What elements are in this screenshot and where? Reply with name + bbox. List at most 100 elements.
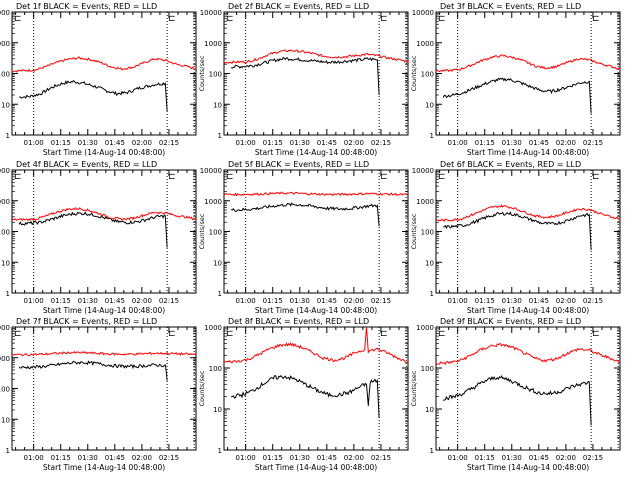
- events-series-line: [230, 374, 380, 419]
- x-tick-label: 01:00: [24, 297, 44, 305]
- x-tick-label: 01:30: [78, 297, 98, 305]
- flag-marker: ⊏: [168, 172, 176, 182]
- y-tick-label: 10000: [200, 167, 222, 175]
- flag-marker: ⊏: [380, 329, 388, 339]
- y-tick-label: 100: [421, 71, 434, 79]
- flag-marker: ⊏: [14, 329, 22, 339]
- panel-title: Det 1f BLACK = Events, RED = LLD: [16, 2, 157, 11]
- x-tick-label: 01:15: [263, 139, 283, 147]
- y-tick-label: 10: [213, 406, 222, 414]
- x-tick-label: 02:00: [344, 297, 364, 305]
- y-tick-label: 1000: [0, 198, 10, 206]
- x-axis-label: Start Time (14-Aug-14 00:48:00): [467, 463, 589, 472]
- x-tick-label: 01:45: [529, 454, 549, 462]
- y-tick-label: 10000: [412, 9, 434, 17]
- x-tick-label: 01:30: [78, 139, 98, 147]
- x-tick-label: 01:15: [51, 454, 71, 462]
- x-tick-label: 01:30: [78, 454, 98, 462]
- x-axis-label: Start Time (14-Aug-14 00:48:00): [43, 148, 165, 157]
- panel-title: Det 4f BLACK = Events, RED = LLD: [16, 160, 157, 169]
- x-tick-label: 01:15: [51, 297, 71, 305]
- lld-series-line: [435, 54, 621, 73]
- x-tick-label: 01:00: [24, 454, 44, 462]
- events-series-line: [230, 56, 380, 96]
- flag-marker: ⊏: [168, 329, 176, 339]
- x-tick-label: 01:00: [236, 454, 256, 462]
- flag-marker: ⊏: [168, 14, 176, 24]
- x-tick-label: 02:15: [159, 297, 179, 305]
- x-tick-label: 01:45: [105, 139, 125, 147]
- x-tick-label: 01:45: [529, 139, 549, 147]
- x-tick-label: 02:00: [132, 297, 152, 305]
- y-tick-label: 10: [1, 416, 10, 424]
- panel-title: Det 6f BLACK = Events, RED = LLD: [440, 160, 581, 169]
- y-tick-label: 10000: [0, 9, 10, 17]
- x-tick-label: 01:30: [502, 454, 522, 462]
- events-series-line: [19, 80, 168, 112]
- x-axis-label: Start Time (14-Aug-14 00:48:00): [255, 306, 377, 315]
- x-tick-label: 02:00: [556, 454, 576, 462]
- x-tick-label: 01:15: [475, 454, 495, 462]
- x-tick-label: 02:00: [132, 454, 152, 462]
- plot-frame: [223, 326, 409, 451]
- x-tick-label: 02:15: [583, 454, 603, 462]
- y-tick-label: 100: [421, 229, 434, 237]
- x-tick-label: 02:00: [344, 454, 364, 462]
- x-tick-label: 02:15: [159, 139, 179, 147]
- flag-marker: ⊏: [226, 329, 234, 339]
- y-axis-label: Counts/sec: [410, 370, 418, 406]
- y-tick-label: 10000: [412, 167, 434, 175]
- detector-panel-6: Det 6f BLACK = Events, RED = LLD 1 10 100 10…: [410, 160, 621, 315]
- y-tick-label: 10: [213, 101, 222, 109]
- y-tick-label: 1: [430, 132, 434, 140]
- events-series-line: [18, 211, 168, 248]
- x-tick-label: 01:15: [263, 454, 283, 462]
- x-axis-label: Start Time (14-Aug-14 00:48:00): [43, 463, 165, 472]
- flag-marker: ⊏: [14, 172, 22, 182]
- lld-series-line: [11, 56, 197, 73]
- y-tick-label: 100: [209, 71, 222, 79]
- x-axis-label: Start Time (14-Aug-14 00:48:00): [255, 463, 377, 472]
- y-tick-label: 1: [218, 447, 222, 455]
- y-axis-label: Counts/sec: [198, 55, 206, 91]
- y-tick-label: 1000: [204, 198, 222, 206]
- x-axis-label: Start Time (14-Aug-14 00:48:00): [43, 306, 165, 315]
- y-axis-label: Counts/sec: [410, 213, 418, 249]
- y-tick-label: 100: [0, 71, 10, 79]
- x-tick-label: 01:00: [448, 454, 468, 462]
- events-series-line: [18, 360, 168, 381]
- y-tick-label: 1: [6, 132, 10, 140]
- x-tick-label: 01:15: [263, 297, 283, 305]
- detector-panel-9: Det 9f BLACK = Events, RED = LLD 1 10 100 10…: [410, 317, 621, 472]
- x-tick-label: 01:00: [24, 139, 44, 147]
- lld-series-line: [223, 191, 409, 197]
- flag-marker: ⊏: [14, 14, 22, 24]
- flag-marker: ⊏: [380, 14, 388, 24]
- panel-title: Det 7f BLACK = Events, RED = LLD: [16, 317, 157, 326]
- x-tick-label: 01:45: [317, 139, 337, 147]
- lld-series-line: [12, 350, 197, 357]
- flag-marker: ⊏: [380, 172, 388, 182]
- x-tick-label: 01:00: [236, 297, 256, 305]
- panel-title: Det 5f BLACK = Events, RED = LLD: [228, 160, 369, 169]
- x-tick-label: 02:15: [583, 139, 603, 147]
- x-tick-label: 02:15: [583, 297, 603, 305]
- flag-marker: ⊏: [226, 14, 234, 24]
- lld-series-line: [435, 343, 621, 366]
- x-tick-label: 01:30: [290, 454, 310, 462]
- y-tick-label: 100: [0, 386, 10, 394]
- y-tick-label: 100: [421, 365, 434, 373]
- panel-title: Det 9f BLACK = Events, RED = LLD: [440, 317, 581, 326]
- plot-frame: [435, 169, 621, 294]
- x-axis-label: Start Time (14-Aug-14 00:48:00): [255, 148, 377, 157]
- panel-title: Det 2f BLACK = Events, RED = LLD: [228, 2, 369, 11]
- events-series-line: [443, 211, 592, 251]
- plot-frame: [223, 169, 409, 294]
- y-tick-label: 10: [425, 259, 434, 267]
- y-tick-label: 10: [425, 406, 434, 414]
- detector-panel-1: Det 1f BLACK = Events, RED = LLD 1 10 100 10…: [0, 2, 197, 157]
- plot-frame: [11, 326, 197, 451]
- x-tick-label: 01:30: [502, 139, 522, 147]
- y-tick-label: 10: [1, 101, 10, 109]
